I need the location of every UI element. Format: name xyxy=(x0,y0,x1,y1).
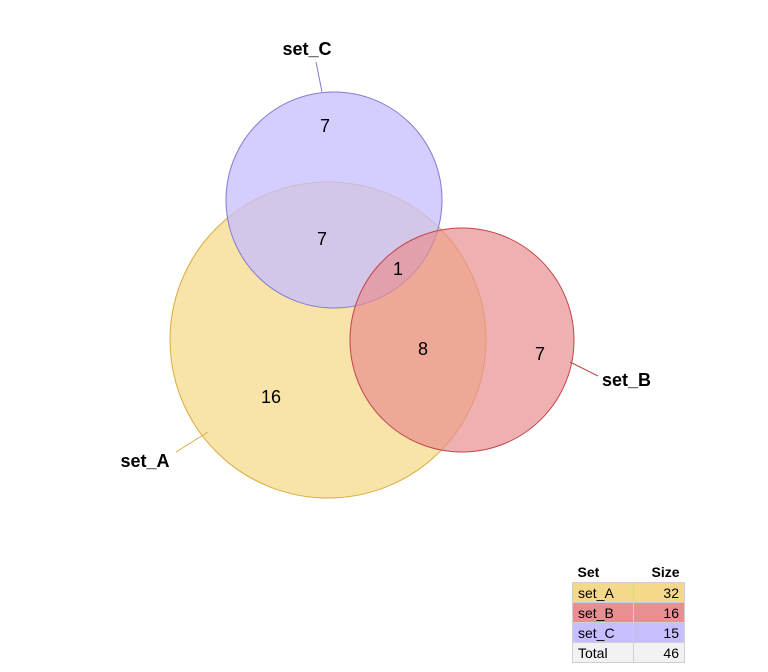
table-cell-set-name: set_A xyxy=(572,582,634,603)
region-count-a-b: 8 xyxy=(418,339,428,359)
table-cell-set-size: 32 xyxy=(633,582,685,603)
table-row-set-a: set_A 32 xyxy=(572,582,685,603)
table-header-set: Set xyxy=(577,564,600,580)
table-header-row: Set Size xyxy=(573,562,685,583)
table-cell-set-size: 15 xyxy=(633,622,685,643)
table-row-set-c: set_C 15 xyxy=(572,622,685,643)
region-count-c-only: 7 xyxy=(320,116,330,136)
set-b-label: set_B xyxy=(602,370,651,390)
set-size-table: Set Size set_A 32 set_B 16 set_C 15 Tota… xyxy=(572,562,685,663)
table-row-total: Total 46 xyxy=(572,642,685,663)
set-a-leader-line xyxy=(175,431,209,453)
table-cell-total-value: 46 xyxy=(633,642,685,663)
set-b-circle xyxy=(349,227,575,453)
table-cell-set-size: 16 xyxy=(633,602,685,623)
region-count-b-only: 7 xyxy=(535,344,545,364)
region-count-a-c: 7 xyxy=(317,229,327,249)
region-count-a-b-c: 1 xyxy=(393,259,403,279)
set-c-label: set_C xyxy=(282,39,331,59)
set-b-leader-line xyxy=(569,361,599,377)
region-count-a-only: 16 xyxy=(261,387,281,407)
set-c-circle xyxy=(225,91,443,309)
table-row-set-b: set_B 16 xyxy=(572,602,685,623)
table-cell-total-label: Total xyxy=(572,642,634,663)
set-a-label: set_A xyxy=(120,451,169,471)
set-c-leader-line xyxy=(315,61,323,93)
table-cell-set-name: set_C xyxy=(572,622,634,643)
table-header-size: Size xyxy=(651,564,680,580)
table-cell-set-name: set_B xyxy=(572,602,634,623)
